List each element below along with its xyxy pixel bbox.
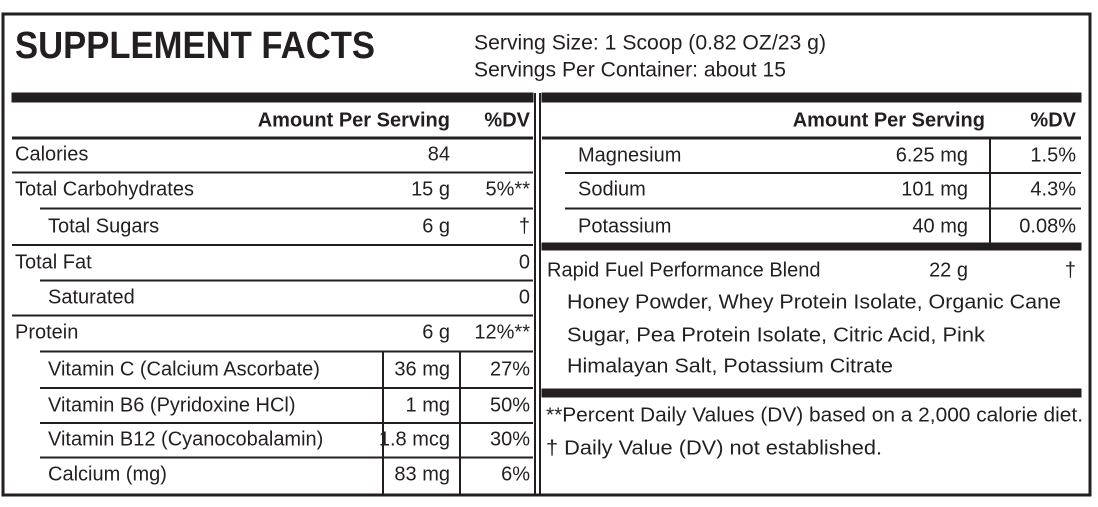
nutrient-dv: 27% (490, 358, 530, 380)
thick-bar (541, 92, 1082, 103)
servings-per-container: Servings Per Container: about 15 (474, 59, 786, 82)
nutrient-amount: 15 g (411, 178, 450, 200)
serving-size: Serving Size: 1 Scoop (0.82 OZ/23 g) (474, 32, 826, 55)
title: SUPPLEMENT FACTS (15, 25, 375, 67)
nutrient-name: Sodium (578, 178, 646, 200)
nutrient-name: Total Fat (15, 251, 92, 273)
nutrient-amount: 6 g (422, 321, 450, 343)
column-header: Amount Per Serving (793, 109, 985, 131)
footnote: **Percent Daily Values (DV) based on a 2… (546, 404, 1083, 426)
nutrient-dv: 0 (519, 286, 530, 308)
nutrient-name: Total Carbohydrates (15, 178, 194, 200)
nutrient-name: Calcium (mg) (48, 463, 167, 485)
nutrient-name: Saturated (48, 286, 135, 308)
nutrient-name: Potassium (578, 215, 671, 237)
nutrient-amount: 36 mg (394, 358, 450, 380)
nutrient-dv: 50% (490, 394, 530, 416)
thick-bar (541, 388, 1082, 398)
ingredient-line: Sugar, Pea Protein Isolate, Citric Acid,… (567, 324, 986, 346)
nutrient-dv: 0.08% (1019, 215, 1076, 237)
ingredient-line: Himalayan Salt, Potassium Citrate (567, 355, 893, 377)
nutrient-dv: 4.3% (1030, 178, 1076, 200)
nutrient-amount: 40 mg (912, 215, 968, 237)
nutrient-amount: 6 g (422, 215, 450, 237)
footnote: † Daily Value (DV) not established. (546, 437, 882, 459)
nutrient-dv: 0 (519, 251, 530, 273)
nutrient-name: Calories (15, 143, 88, 165)
nutrient-name: Total Sugars (48, 215, 159, 237)
nutrient-name: Vitamin B6 (Pyridoxine HCl) (48, 394, 296, 416)
nutrient-dv: 5%** (486, 178, 531, 200)
nutrient-amount: 6.25 mg (896, 144, 968, 166)
nutrient-name: Vitamin B12 (Cyanocobalamin) (48, 428, 323, 450)
nutrient-amount: 83 mg (394, 463, 450, 485)
blend-dv: † (1065, 259, 1076, 281)
nutrient-dv: 6% (501, 463, 530, 485)
thick-bar (11, 92, 534, 103)
nutrient-amount: 84 (428, 143, 450, 165)
nutrient-name: Magnesium (578, 144, 681, 166)
thick-bar (541, 242, 1082, 251)
nutrient-dv: 12%** (474, 321, 530, 343)
nutrient-amount: 101 mg (901, 178, 968, 200)
column-header: %DV (484, 109, 530, 131)
nutrient-dv: 1.5% (1030, 144, 1076, 166)
nutrient-name: Vitamin C (Calcium Ascorbate) (48, 358, 320, 380)
column-header: Amount Per Serving (258, 109, 450, 131)
nutrient-amount: 1 mg (406, 394, 450, 416)
nutrient-dv: 30% (490, 428, 530, 450)
outer-border (1, 12, 1092, 497)
column-header: %DV (1030, 109, 1076, 131)
blend-name: Rapid Fuel Performance Blend (547, 259, 820, 281)
nutrient-dv: † (519, 215, 530, 237)
nutrient-amount: 1.8 mcg (379, 428, 450, 450)
nutrient-name: Protein (15, 321, 78, 343)
ingredient-line: Honey Powder, Whey Protein Isolate, Orga… (567, 291, 1061, 313)
blend-amount: 22 g (929, 259, 968, 281)
